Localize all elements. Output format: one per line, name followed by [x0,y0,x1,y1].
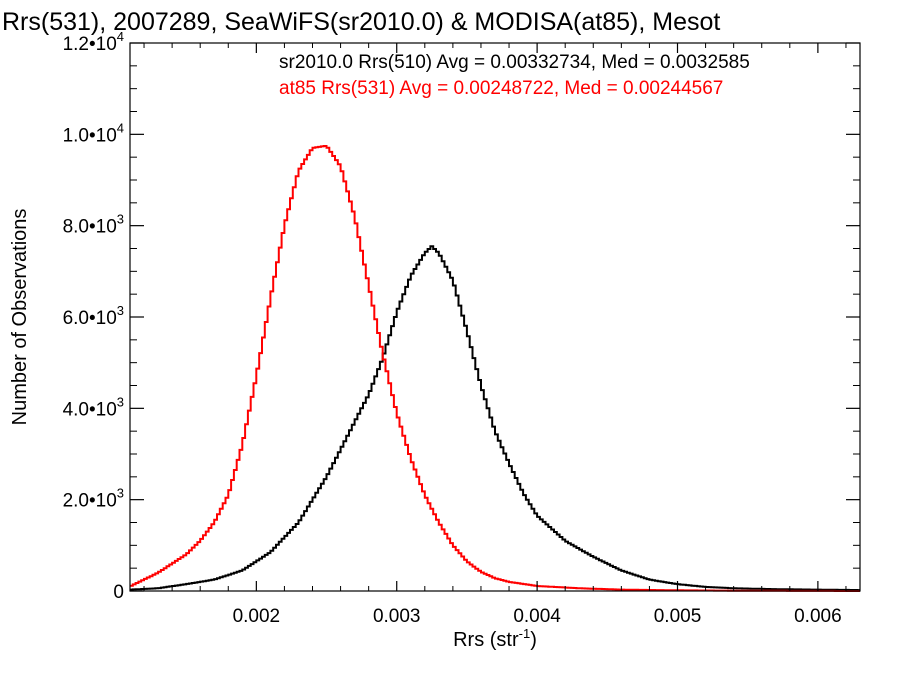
x-tick-label: 0.002 [233,606,281,627]
x-tick-label: 0.005 [654,606,702,627]
x-tick-label: 0.003 [373,606,421,627]
x-tick-label: 0.004 [513,606,561,627]
y-axis-label: Number of Observations [9,209,31,426]
plot-frame [129,42,861,592]
x-axis-label-close: ) [530,629,537,651]
chart-title: Rrs(531), 2007289, SeaWiFS(sr2010.0) & M… [2,8,720,36]
x-axis-label: Rrs (str-1) [453,626,537,651]
y-tick-label: 1.2•104 [63,29,124,55]
legend-entry-sr2010: sr2010.0 Rrs(510) Avg = 0.00332734, Med … [279,52,750,73]
axis-ticks: 0.002 0.003 0.004 0.005 0.006 0 2.0•103 4.0•103… [63,29,860,627]
x-tick-label: 0.006 [794,606,842,627]
series-curves [130,145,860,592]
y-tick-label: 6.0•103 [63,303,124,329]
series-line-1 [130,145,860,592]
legend-entry-at85: at85 Rrs(531) Avg = 0.00248722, Med = 0.… [279,78,723,99]
y-tick-label: 4.0•103 [63,394,124,420]
series-line-0 [130,245,860,592]
x-axis-label-exponent: -1 [519,626,531,641]
x-axis-label-text: Rrs (str [453,629,519,651]
y-tick-label: 1.0•104 [63,120,124,146]
y-tick-label: 2.0•103 [63,486,124,512]
y-tick-label: 8.0•103 [63,212,124,238]
y-tick-label: 0 [113,582,124,603]
